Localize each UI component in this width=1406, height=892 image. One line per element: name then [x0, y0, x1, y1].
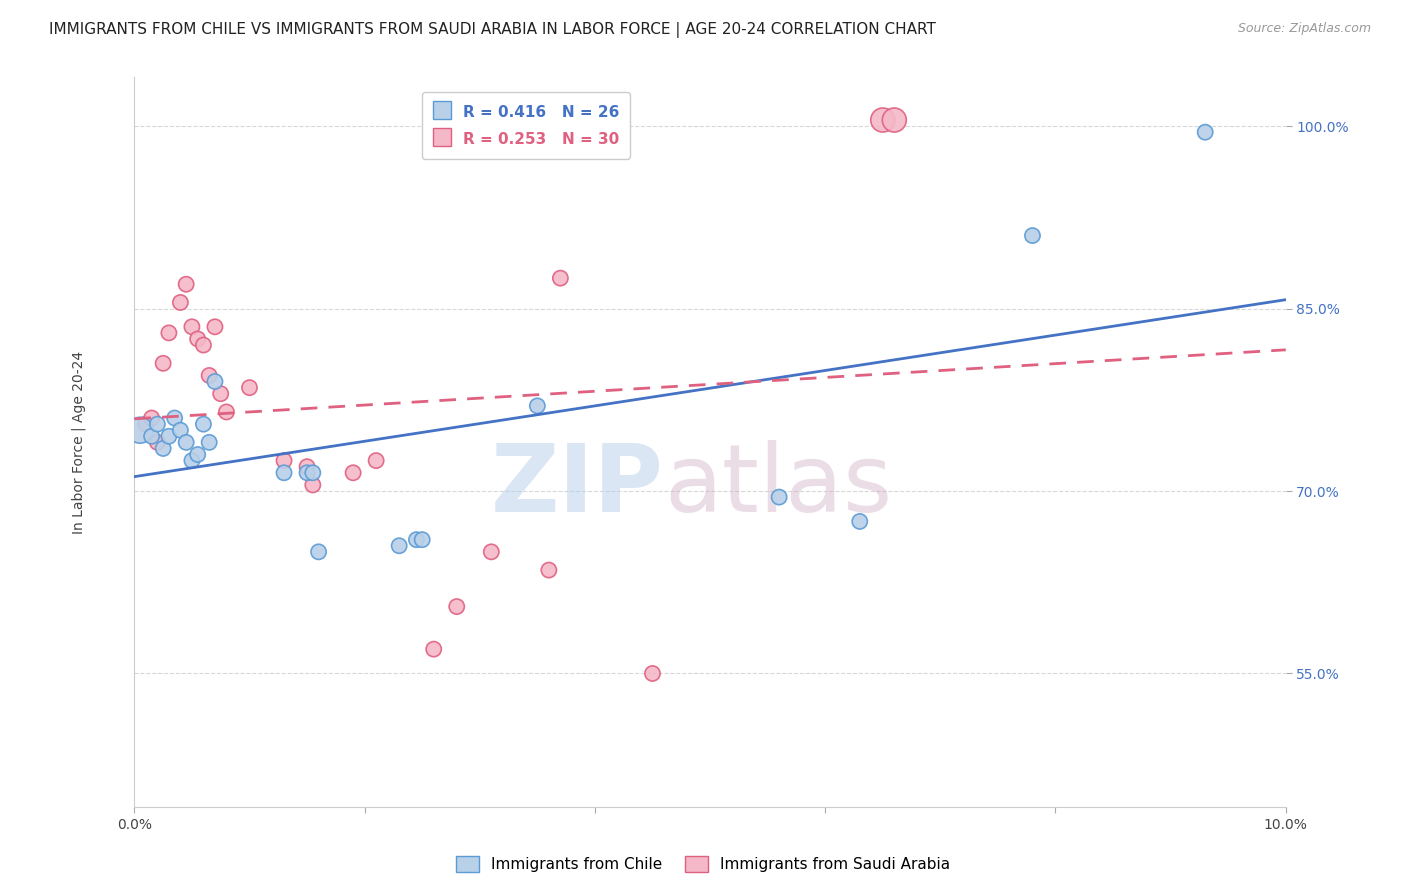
Point: [301, 466, 323, 480]
Point: [209, 386, 232, 401]
Point: [169, 295, 191, 310]
Point: [146, 417, 169, 431]
Point: [883, 113, 905, 128]
Point: [174, 435, 197, 450]
Point: [848, 515, 870, 529]
Text: atlas: atlas: [664, 440, 893, 533]
Point: [152, 442, 174, 456]
Point: [174, 277, 197, 292]
Point: [163, 411, 186, 425]
Point: [405, 533, 427, 547]
Point: [215, 405, 238, 419]
Point: [204, 375, 226, 389]
Point: [129, 423, 152, 437]
Y-axis label: In Labor Force | Age 20-24: In Labor Force | Age 20-24: [72, 351, 86, 534]
Point: [301, 478, 323, 492]
Point: [446, 599, 468, 614]
Point: [308, 545, 330, 559]
Point: [273, 453, 295, 467]
Point: [193, 338, 215, 352]
Point: [141, 429, 163, 443]
Point: [872, 113, 894, 128]
Point: [1021, 228, 1043, 243]
Point: [169, 423, 191, 437]
Point: [768, 490, 790, 504]
Legend: Immigrants from Chile, Immigrants from Saudi Arabia: Immigrants from Chile, Immigrants from S…: [449, 848, 957, 880]
Point: [238, 381, 260, 395]
Point: [198, 368, 221, 383]
Point: [157, 326, 180, 340]
Point: [295, 466, 318, 480]
Point: [135, 417, 157, 431]
Text: Source: ZipAtlas.com: Source: ZipAtlas.com: [1237, 22, 1371, 36]
Point: [152, 356, 174, 370]
Point: [193, 417, 215, 431]
Point: [479, 545, 502, 559]
Point: [295, 459, 318, 474]
Point: [641, 666, 664, 681]
Point: [204, 319, 226, 334]
Point: [273, 466, 295, 480]
Point: [342, 466, 364, 480]
Point: [187, 332, 209, 346]
Point: [1194, 125, 1216, 139]
Point: [181, 319, 204, 334]
Point: [537, 563, 560, 577]
Point: [526, 399, 548, 413]
Text: ZIP: ZIP: [491, 440, 664, 533]
Point: [187, 448, 209, 462]
Point: [181, 453, 204, 467]
Point: [550, 271, 572, 285]
Point: [366, 453, 388, 467]
Point: [411, 533, 433, 547]
Point: [388, 539, 411, 553]
Point: [141, 411, 163, 425]
Legend: R = 0.416   N = 26, R = 0.253   N = 30: R = 0.416 N = 26, R = 0.253 N = 30: [422, 93, 630, 159]
Text: IMMIGRANTS FROM CHILE VS IMMIGRANTS FROM SAUDI ARABIA IN LABOR FORCE | AGE 20-24: IMMIGRANTS FROM CHILE VS IMMIGRANTS FROM…: [49, 22, 936, 38]
Point: [198, 435, 221, 450]
Point: [146, 435, 169, 450]
Point: [422, 642, 444, 657]
Point: [157, 429, 180, 443]
